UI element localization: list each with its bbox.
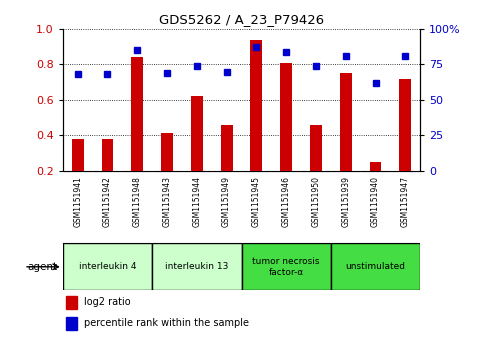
Text: interleukin 13: interleukin 13	[165, 262, 228, 271]
FancyBboxPatch shape	[331, 243, 420, 290]
Text: GSM1151950: GSM1151950	[312, 176, 320, 227]
Bar	[369, 162, 382, 171]
Text: percentile rank within the sample: percentile rank within the sample	[84, 318, 249, 328]
Text: interleukin 4: interleukin 4	[79, 262, 136, 271]
Bar	[161, 134, 173, 171]
Bar	[101, 139, 114, 171]
Bar	[191, 96, 203, 171]
Bar	[131, 57, 143, 171]
Bar	[310, 125, 322, 171]
Text: tumor necrosis
factor-α: tumor necrosis factor-α	[253, 257, 320, 277]
Bar	[251, 40, 262, 171]
Bar	[340, 73, 352, 171]
Bar	[66, 317, 77, 330]
FancyBboxPatch shape	[242, 243, 331, 290]
Text: agent: agent	[28, 262, 58, 272]
Text: GSM1151940: GSM1151940	[371, 176, 380, 227]
Text: GSM1151948: GSM1151948	[133, 176, 142, 227]
Text: GSM1151939: GSM1151939	[341, 176, 350, 227]
Text: GSM1151946: GSM1151946	[282, 176, 291, 227]
Text: GSM1151942: GSM1151942	[103, 176, 112, 227]
Bar	[280, 63, 292, 171]
Bar	[72, 139, 84, 171]
FancyBboxPatch shape	[63, 243, 152, 290]
FancyBboxPatch shape	[152, 243, 242, 290]
Text: GSM1151949: GSM1151949	[222, 176, 231, 227]
Title: GDS5262 / A_23_P79426: GDS5262 / A_23_P79426	[159, 13, 324, 26]
Bar	[221, 125, 233, 171]
Text: GSM1151945: GSM1151945	[252, 176, 261, 227]
Text: GSM1151943: GSM1151943	[163, 176, 171, 227]
Text: log2 ratio: log2 ratio	[84, 297, 131, 307]
Bar	[399, 78, 412, 171]
Text: unstimulated: unstimulated	[345, 262, 406, 271]
Text: GSM1151947: GSM1151947	[401, 176, 410, 227]
Text: GSM1151944: GSM1151944	[192, 176, 201, 227]
Text: GSM1151941: GSM1151941	[73, 176, 82, 227]
Bar	[66, 295, 77, 309]
